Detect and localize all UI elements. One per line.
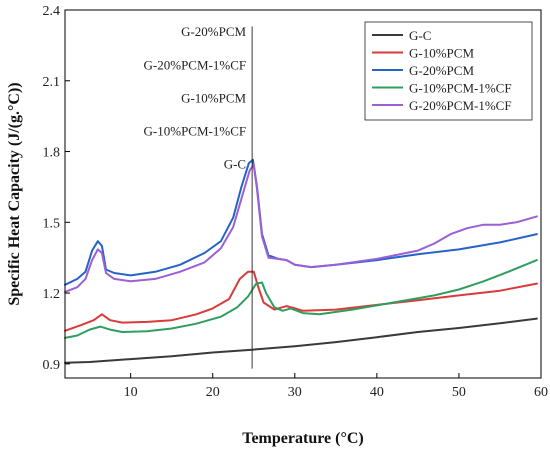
series-line-3 [64,259,538,339]
peak-annotation-label: G-10%PCM-1%CF [144,123,247,138]
x-tick-label: 40 [370,385,384,400]
x-tick-label: 30 [288,385,302,400]
y-tick-label: 1.5 [43,216,61,231]
y-tick-label: 0.9 [43,358,61,373]
legend-label: G-10%PCM-1%CF [409,81,512,96]
y-axis-ticks: 0.9 1.2 1.5 1.8 2.1 2.4 [43,4,70,373]
y-tick-label: 2.4 [43,4,61,19]
legend: G-C G-10%PCM G-20%PCM G-10%PCM-1%CF G-20%PCM… [364,21,533,121]
legend-label: G-20%PCM-1%CF [409,98,512,113]
peak-annotation-label: G-10%PCM [181,90,246,105]
x-tick-label: 20 [206,385,220,400]
y-tick-label: 1.2 [43,287,61,302]
peak-annotation-label: G-C [224,156,246,171]
series-line-4 [64,163,538,293]
y-tick-label: 1.8 [43,146,61,161]
legend-label: G-C [409,28,431,43]
x-axis-title: Temperature (°C) [242,430,363,447]
legend-label: G-20%PCM [409,63,474,78]
peak-annotation-label: G-20%PCM [181,24,246,39]
series-lines [64,158,538,364]
peak-annotation-label: G-20%PCM-1%CF [144,57,247,72]
y-axis-title: Specific Heat Capacity (J/(g.°C)) [6,82,23,305]
legend-label: G-10%PCM [409,46,474,61]
y-tick-label: 2.1 [43,75,61,90]
series-line-0 [64,317,538,364]
x-tick-label: 10 [124,385,138,400]
x-tick-label: 50 [452,385,466,400]
plot-frame [64,9,542,379]
peak-annotations: G-20%PCM G-20%PCM-1%CF G-10%PCM G-10%PCM-1%… [144,24,253,369]
x-axis-ticks: 10 20 30 40 50 60 [124,373,548,400]
x-tick-label: 60 [534,385,548,400]
